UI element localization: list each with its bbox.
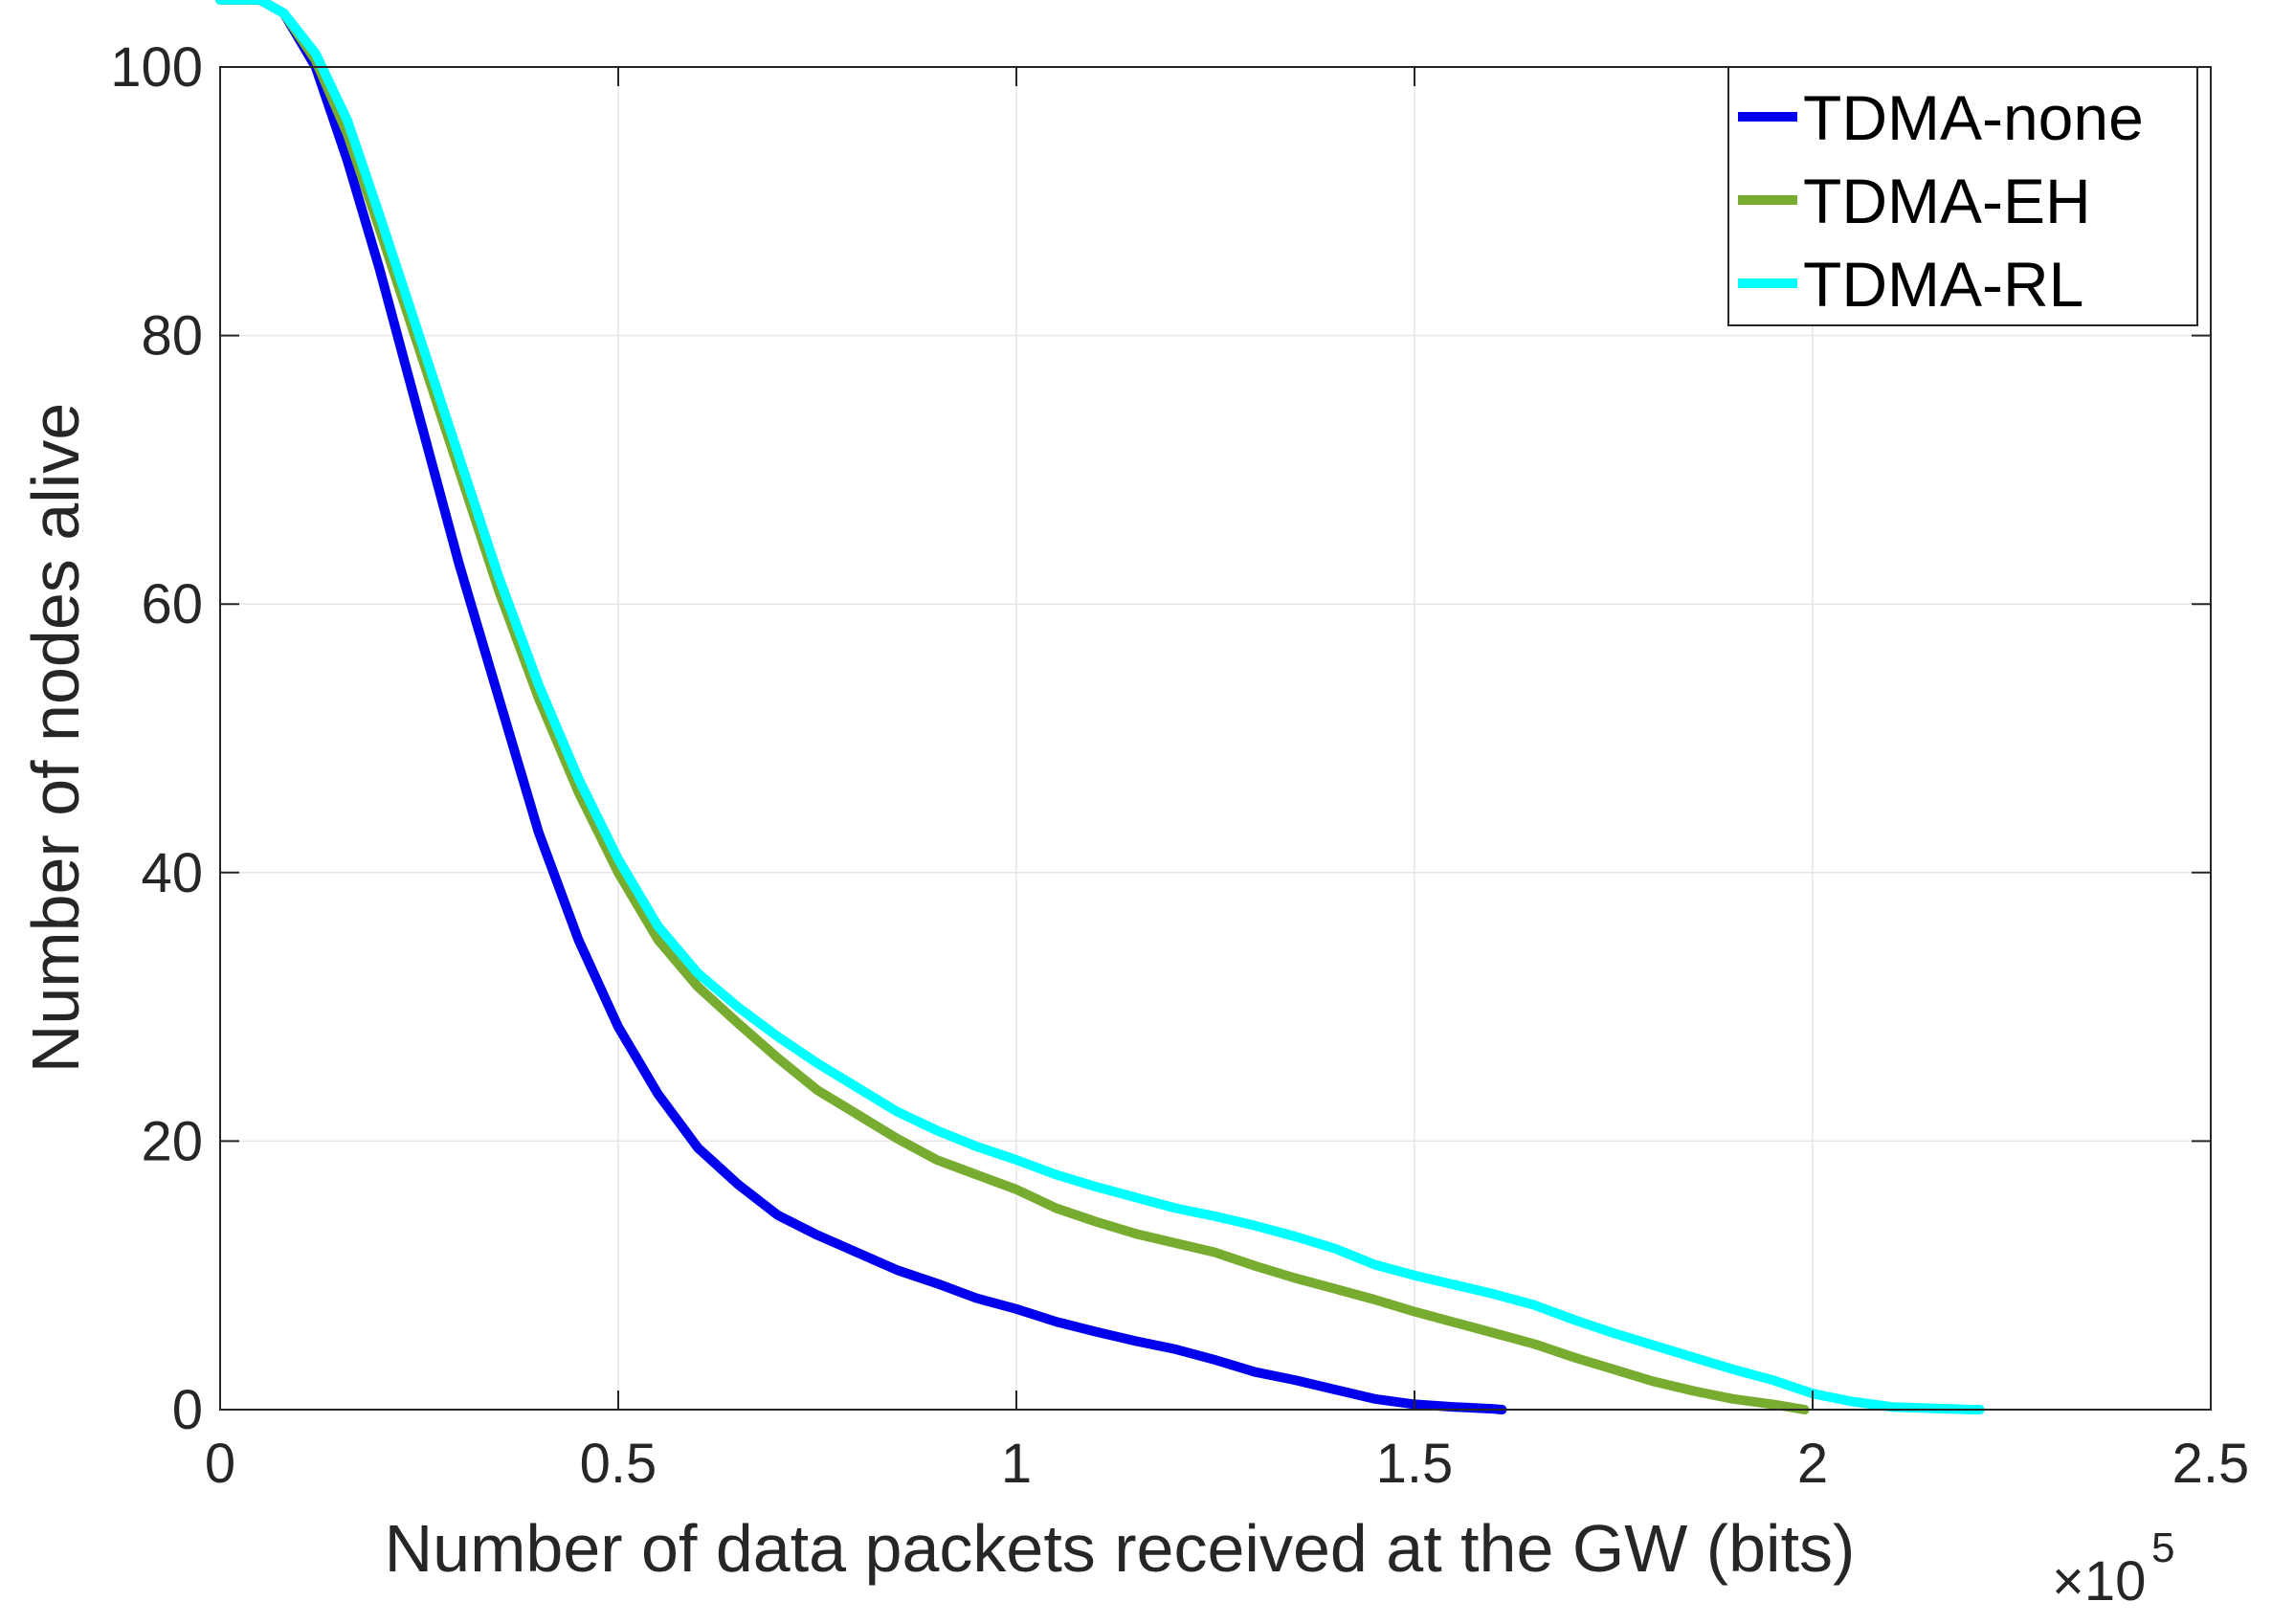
x-tick-label: 2.5 [2172, 1433, 2250, 1495]
y-tick-label: 40 [141, 842, 203, 904]
axes-box [219, 66, 2212, 1411]
legend-label-tdma-none: TDMA-none [1803, 82, 2144, 153]
x-tick-label: 2 [1797, 1433, 1828, 1495]
x-tick-label: 0.5 [580, 1433, 657, 1495]
y-axis-label: Number of nodes alive [18, 403, 93, 1073]
x-tick-label: 0 [205, 1433, 235, 1495]
y-tick-label: 100 [110, 36, 203, 99]
x-scale-prefix: ×10 [2052, 1550, 2146, 1613]
tick-labels: 0 0.5 1 1.5 2 2.5 0 20 40 60 80 100 [110, 36, 2249, 1495]
series-line-tdma-rl [215, 0, 1985, 1414]
legend-items: TDMA-none TDMA-EH TDMA-RL [1738, 82, 2144, 320]
legend-label-tdma-eh: TDMA-EH [1803, 166, 2091, 236]
x-tick-label: 1.5 [1376, 1433, 1454, 1495]
y-tick-label: 20 [141, 1110, 203, 1172]
y-tick-label: 80 [141, 305, 203, 367]
legend: TDMA-none TDMA-EH TDMA-RL [1727, 66, 2198, 326]
x-scale-multiplier: ×10 5 [2052, 1524, 2174, 1613]
x-tick-label: 1 [1001, 1433, 1032, 1495]
x-scale-exponent: 5 [2151, 1524, 2174, 1571]
legend-label-tdma-rl: TDMA-RL [1803, 249, 2083, 320]
y-tick-label: 60 [141, 573, 203, 635]
y-tick-label: 0 [172, 1379, 203, 1441]
series-group [215, 0, 1985, 1414]
series-line-tdma-none [215, 0, 1507, 1414]
x-axis-label: Number of data packets received at the G… [385, 1511, 1856, 1586]
legend-box [1727, 66, 2198, 326]
